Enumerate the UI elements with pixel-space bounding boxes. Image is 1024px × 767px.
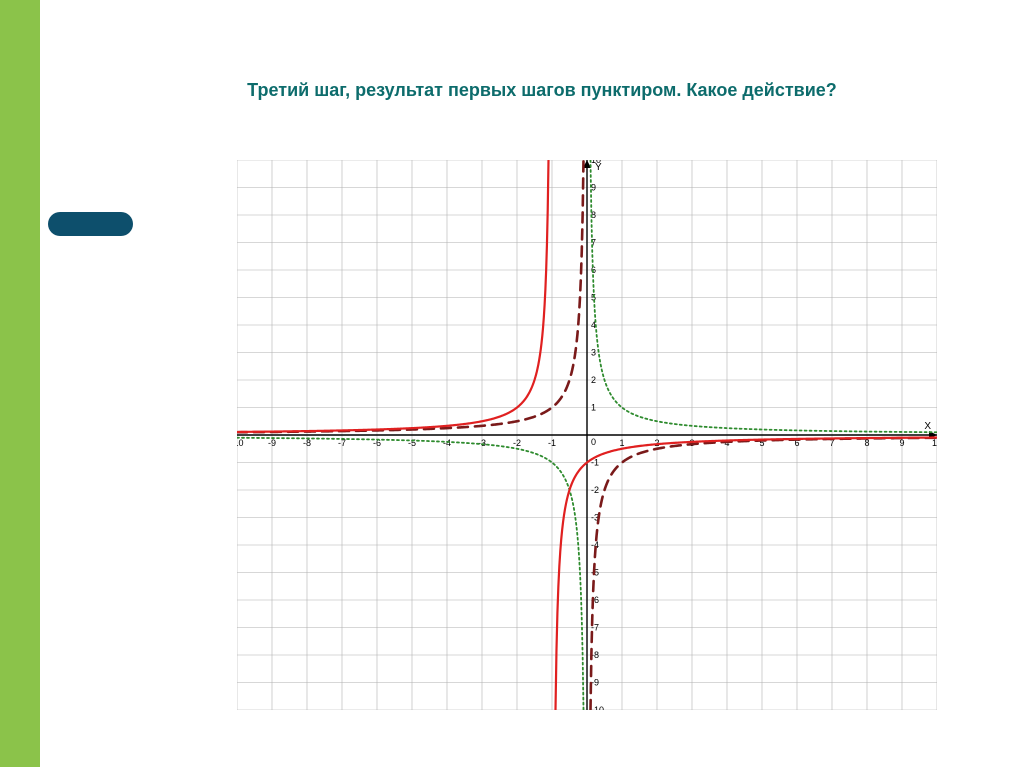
svg-text:-1: -1	[548, 438, 556, 448]
svg-text:-3: -3	[478, 438, 486, 448]
svg-text:-10: -10	[237, 438, 244, 448]
svg-text:9: 9	[899, 438, 904, 448]
svg-text:Y: Y	[595, 162, 602, 173]
svg-text:-2: -2	[591, 485, 599, 495]
svg-text:X: X	[924, 421, 931, 432]
bullet-marker	[48, 212, 133, 236]
svg-text:-9: -9	[268, 438, 276, 448]
svg-text:0: 0	[591, 437, 596, 447]
svg-text:1: 1	[619, 438, 624, 448]
svg-text:3: 3	[591, 348, 596, 358]
sidebar-strip	[0, 0, 40, 767]
svg-text:-4: -4	[443, 438, 451, 448]
svg-text:-5: -5	[408, 438, 416, 448]
svg-text:-8: -8	[303, 438, 311, 448]
chart-container: -10-9-8-7-6-5-4-3-2-1012345678910-10-9-8…	[237, 160, 937, 710]
slide-title: Третий шаг, результат первых шагов пункт…	[100, 80, 984, 101]
svg-text:2: 2	[591, 375, 596, 385]
svg-text:-9: -9	[591, 678, 599, 688]
svg-text:1: 1	[591, 403, 596, 413]
svg-text:-10: -10	[591, 705, 604, 710]
chart-svg: -10-9-8-7-6-5-4-3-2-1012345678910-10-9-8…	[237, 160, 937, 710]
svg-text:10: 10	[932, 438, 937, 448]
svg-text:-2: -2	[513, 438, 521, 448]
